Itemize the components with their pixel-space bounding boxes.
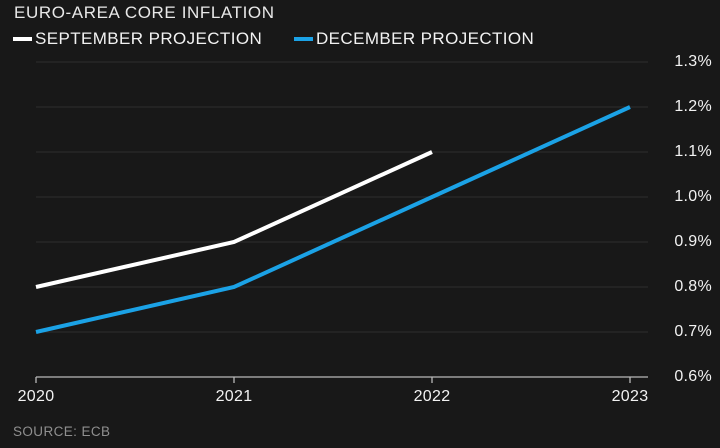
y-axis-tick-label: 1.0%: [674, 188, 712, 205]
legend-label-september: SEPTEMBER PROJECTION: [35, 29, 263, 48]
legend-item-december: DECEMBER PROJECTION: [294, 29, 535, 48]
source-label: SOURCE: ECB: [13, 424, 111, 439]
y-axis-tick-label: 0.7%: [674, 323, 712, 340]
y-axis-tick-label: 1.2%: [674, 98, 712, 115]
x-axis-tick-label: 2020: [17, 388, 55, 405]
y-axis-tick-label: 0.9%: [674, 233, 712, 250]
series-line-september-projection: [35, 150, 433, 289]
y-axis-tick-label: 0.8%: [674, 278, 712, 295]
y-axis-tick-label: 1.1%: [674, 143, 712, 160]
y-axis-tick-label: 1.3%: [674, 53, 712, 70]
y-axis-tick-label: 0.6%: [674, 368, 712, 385]
x-axis-tick-label: 2021: [215, 388, 253, 405]
legend-label-december: DECEMBER PROJECTION: [316, 29, 535, 48]
december-line-swatch-icon: [294, 37, 313, 41]
september-line-swatch-icon: [13, 37, 32, 41]
chart-title: EURO-AREA CORE INFLATION: [14, 3, 275, 22]
x-axis-tick-label: 2023: [611, 388, 649, 405]
series-line-december-projection: [35, 105, 631, 334]
legend-item-september: SEPTEMBER PROJECTION: [13, 29, 263, 48]
x-axis-tick-label: 2022: [413, 388, 451, 405]
